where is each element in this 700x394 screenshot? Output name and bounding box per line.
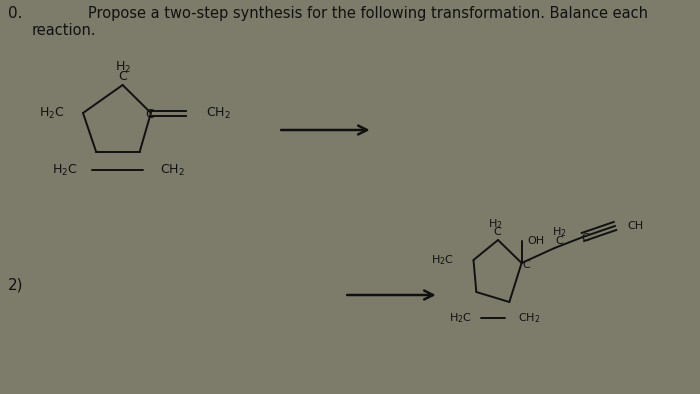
- Text: reaction.: reaction.: [32, 22, 97, 37]
- Text: OH: OH: [527, 236, 545, 246]
- Text: C: C: [118, 69, 127, 82]
- Text: CH: CH: [627, 221, 643, 231]
- Text: C: C: [556, 236, 564, 246]
- Text: C: C: [581, 233, 589, 243]
- Text: H$_2$C: H$_2$C: [449, 311, 472, 325]
- Text: CH$_2$: CH$_2$: [160, 162, 186, 178]
- Text: C: C: [522, 260, 530, 270]
- Text: H$_2$C: H$_2$C: [38, 106, 64, 121]
- Text: 2): 2): [8, 277, 23, 292]
- Text: CH$_2$: CH$_2$: [206, 106, 230, 121]
- Text: H$_2$: H$_2$: [115, 59, 131, 74]
- Text: H$_2$: H$_2$: [552, 225, 566, 239]
- Text: H$_2$: H$_2$: [488, 217, 503, 231]
- Text: Propose a two-step synthesis for the following transformation. Balance each: Propose a two-step synthesis for the fol…: [88, 6, 648, 20]
- Text: H$_2$C: H$_2$C: [52, 162, 77, 178]
- Text: C: C: [494, 227, 501, 237]
- Text: 0.: 0.: [8, 6, 22, 20]
- Text: CH$_2$: CH$_2$: [518, 311, 540, 325]
- Text: C: C: [146, 108, 154, 121]
- Text: H$_2$C: H$_2$C: [430, 253, 454, 267]
